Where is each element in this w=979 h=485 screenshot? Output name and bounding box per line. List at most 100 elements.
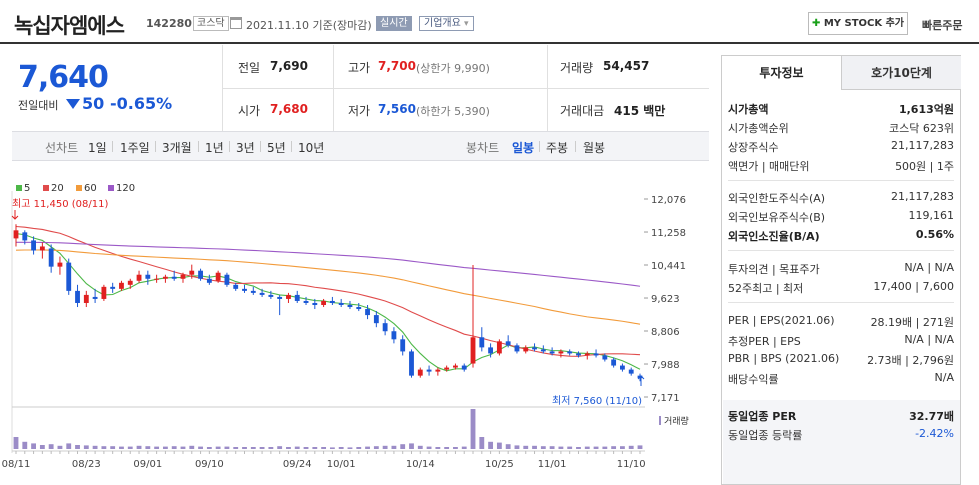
volume-bar — [453, 447, 458, 449]
x-tick-label: 09/10 — [195, 459, 224, 470]
separator — [539, 141, 540, 152]
period-1w[interactable]: 1주일 — [120, 141, 150, 155]
open-label: 시가 — [238, 104, 261, 118]
candle-body — [417, 369, 423, 376]
volume-bar — [119, 446, 124, 449]
volume-bar — [312, 447, 318, 449]
candle-body — [549, 351, 555, 354]
candle-body — [75, 290, 80, 303]
period-5y[interactable]: 5년 — [267, 141, 286, 155]
y-tick-label: 8,806 — [651, 327, 680, 338]
period-1d[interactable]: 1일 — [88, 141, 107, 155]
candle-body — [312, 302, 318, 306]
candle-body — [321, 300, 327, 306]
high-annotation: 최고 11,450 (08/11) — [12, 198, 108, 210]
candle-body — [338, 302, 344, 306]
info-per: PER | EPS(2021.06) 28.19배 | 271원 — [728, 314, 954, 329]
candle-body — [206, 278, 212, 283]
y-tick-label: 9,623 — [651, 294, 680, 305]
volume-bar — [22, 441, 28, 449]
period-bar: 선차트 1일 1주일 3개월 1년 3년 5년 10년 봉차트 일봉 주봉 월봉 — [12, 131, 709, 161]
invest-info-panel: 투자정보 호가10단계 시가총액 1,613억원 시가총액순위 코스닥 623위 상… — [721, 55, 961, 485]
volume-bar — [268, 447, 274, 449]
candle-body — [628, 369, 634, 374]
period-daily[interactable]: 일봉 — [512, 141, 535, 155]
separator — [260, 141, 261, 152]
tab-hoga[interactable]: 호가10단계 — [841, 56, 961, 90]
separator — [229, 141, 230, 152]
candle-body — [110, 286, 116, 289]
candle-body — [145, 274, 151, 279]
candle-body — [13, 230, 19, 239]
x-tick-label: 08/11 — [2, 459, 31, 470]
volume-bar — [57, 445, 63, 449]
candle-body — [356, 307, 362, 310]
candle-body — [286, 294, 291, 299]
ma20-line — [15, 225, 641, 357]
candle-body — [39, 246, 45, 251]
candle-body — [479, 337, 485, 348]
diff-label: 전일대비 — [18, 99, 59, 112]
amount-label: 거래대금 — [560, 104, 605, 118]
period-weekly[interactable]: 주봉 — [546, 141, 569, 155]
low-annotation: 최저 7,560 (11/10) — [552, 395, 642, 407]
volume-bar — [628, 445, 634, 449]
volume-bar — [180, 446, 186, 449]
realtime-button[interactable]: 실시간 — [376, 16, 412, 31]
candle-body — [198, 270, 203, 279]
candle-body — [162, 276, 168, 279]
candle-body — [57, 262, 63, 267]
period-1y[interactable]: 1년 — [205, 141, 224, 155]
candle-body — [584, 353, 590, 356]
volume-bar — [39, 445, 45, 449]
tab-invest-info[interactable]: 투자정보 — [722, 56, 841, 90]
volume-bar — [294, 446, 300, 449]
period-monthly[interactable]: 월봉 — [583, 141, 606, 155]
volume-bar — [611, 446, 617, 449]
legend-ma20: 20 — [43, 183, 64, 194]
volume-bar — [31, 443, 36, 449]
candle-body — [224, 274, 230, 285]
info-par: 액면가 | 매매단위 500원 | 1주 — [728, 160, 954, 173]
volume-bar — [593, 446, 599, 449]
candle-body — [444, 367, 450, 370]
company-info-button[interactable]: 기업개요 ▾ — [419, 16, 474, 31]
volume-bar — [479, 437, 485, 449]
volume-bar — [321, 447, 327, 449]
plus-icon: ✚ — [811, 18, 821, 29]
add-mystock-button[interactable]: ✚ MY STOCK 추가 — [808, 12, 908, 35]
volume-bar — [435, 447, 441, 449]
period-3m[interactable]: 3개월 — [162, 141, 192, 155]
stock-chart[interactable]: 거래량 12,076 11,258 10,441 9,623 8,806 7,988 7,1… — [0, 185, 710, 485]
x-tick-label: 11/10 — [617, 459, 646, 470]
y-tick-label: 7,171 — [651, 393, 680, 404]
volume-bar — [365, 446, 370, 449]
candle-body — [576, 353, 581, 356]
volume-bar — [488, 441, 494, 449]
ma120-line — [15, 241, 641, 287]
volume-bar — [347, 447, 353, 449]
period-10y[interactable]: 10년 — [298, 141, 325, 155]
volume-bar — [75, 445, 80, 449]
low-value: 7,560 — [378, 102, 416, 116]
candle-body — [294, 294, 300, 301]
candle-body — [523, 347, 529, 352]
legend-ma5: 5 — [16, 183, 30, 194]
ma60-line — [15, 249, 641, 325]
stock-code: 142280 — [146, 17, 192, 30]
candle-body — [567, 351, 573, 354]
base-date: 2021.11.10 기준(장마감) — [246, 19, 372, 32]
y-tick-label: 7,988 — [651, 360, 680, 371]
quick-order-link[interactable]: 빠른주문 — [922, 19, 963, 32]
separator — [112, 141, 113, 152]
info-sector-per: 동일업종 PER 32.77배 — [728, 410, 954, 423]
volume-bar — [505, 444, 511, 449]
legend-swatch — [108, 185, 114, 191]
volume-bar — [162, 446, 168, 449]
period-3y[interactable]: 3년 — [236, 141, 255, 155]
chevron-down-icon: ▾ — [464, 19, 469, 29]
price-diff: 50 — [82, 94, 105, 113]
volume-bar — [400, 444, 406, 449]
candle-body — [31, 240, 36, 251]
amount-value: 415 백만 — [614, 104, 666, 118]
